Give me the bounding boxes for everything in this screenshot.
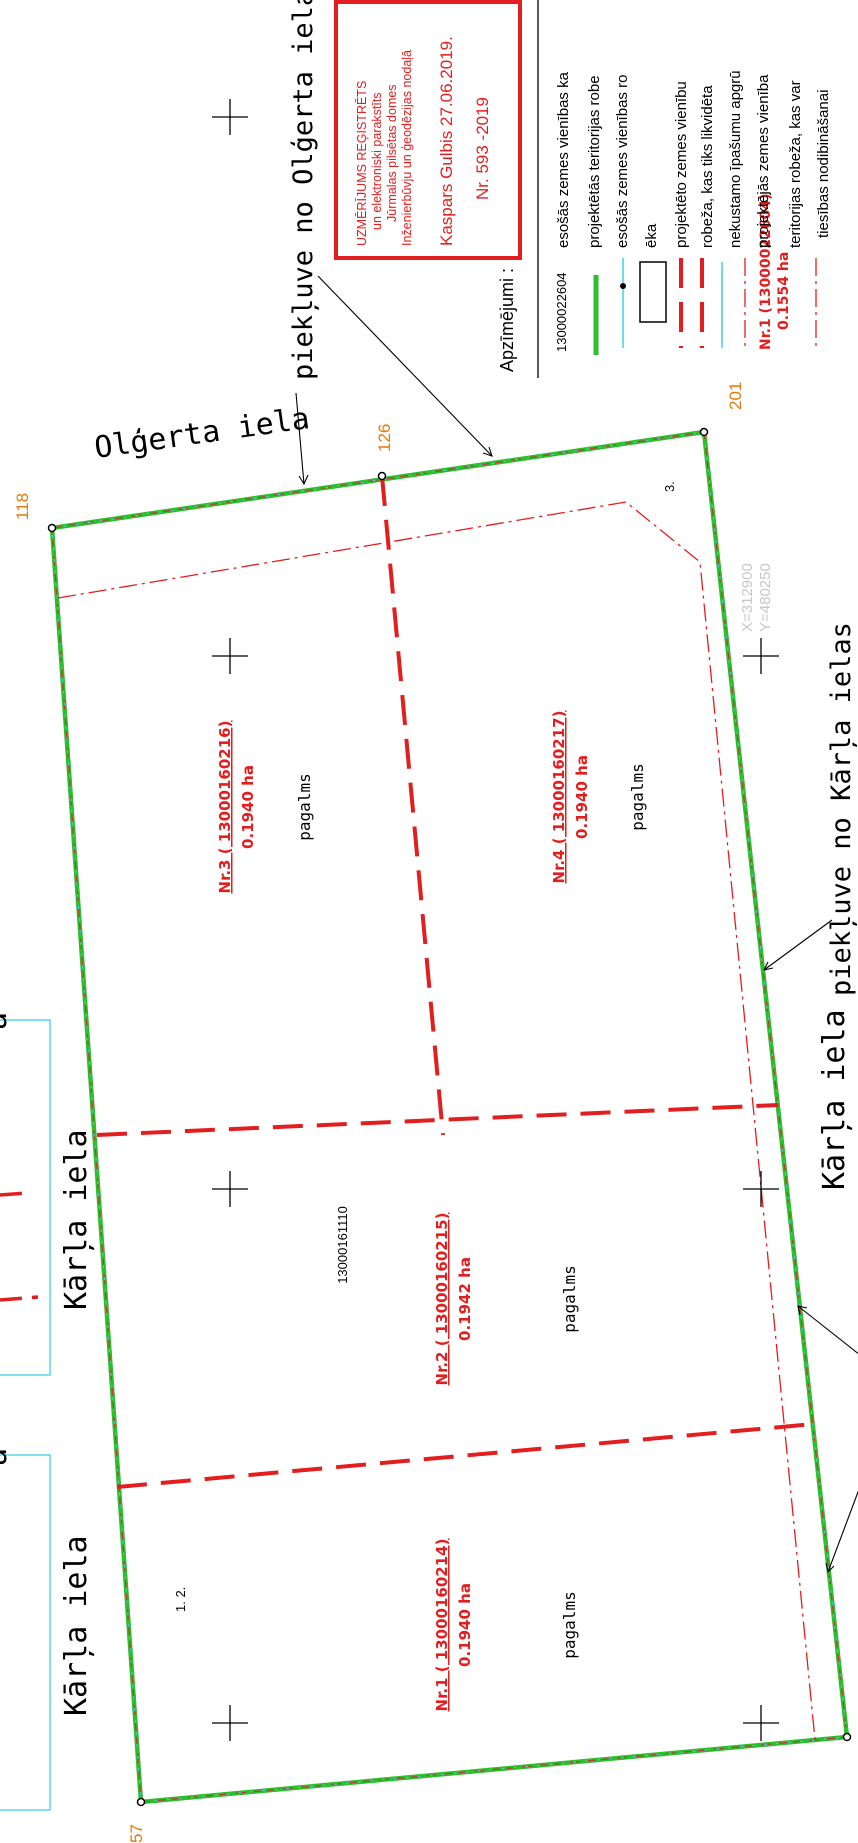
parcel-nr2: Nr.2 ( 13000160215) 0.1942 ha pagalms	[433, 1213, 579, 1386]
stamp-line-1: UZMĒRĪJUMS REĢISTRĒTS	[355, 81, 369, 246]
legend-item-8: projektējās zemes vienība	[755, 74, 772, 248]
point-number-201: 201	[726, 382, 745, 410]
legend-swatch-vertex	[620, 283, 626, 289]
neighbour-parcel-upper	[0, 1019, 51, 1376]
parcel-nr1-use: pagalms	[560, 1591, 579, 1658]
neighbour-red-dash-2	[0, 1295, 39, 1302]
parcel-nr2-title: Nr.2 ( 13000160215)	[433, 1213, 451, 1386]
neighbour-red-dash-1	[0, 1191, 29, 1197]
parcel-nr4-use: pagalms	[628, 763, 647, 830]
parcel-nr3-area: 0.1940 ha	[239, 765, 257, 849]
building-markers-1-2: 1. 2.	[173, 1587, 188, 1612]
legend-item-2: projektētās teritorijas robe	[586, 75, 603, 248]
stamp-line-3: Jūrmalas pilsētas domes	[385, 84, 399, 222]
parcel-nr3-use: pagalms	[295, 773, 314, 840]
legend: Apzīmējumi : 13000022604 Nr.1 (130000226…	[497, 0, 832, 378]
access-label-olgerta: piekļuve no Olģerta ielas	[288, 0, 319, 380]
point-number-57: 57	[127, 1824, 146, 1843]
point-number-118: 118	[13, 493, 32, 520]
legend-sample-parcel-area: 0.1554 ha	[776, 252, 792, 330]
street-olgerta-iela: Olģerta iela	[92, 401, 312, 466]
parcel-nr1: Nr.1 ( 13000160214) 0.1940 ha pagalms	[433, 1539, 579, 1712]
neighbour-parcel-lower	[0, 1454, 51, 1811]
parcel-nr1-area: 0.1940 ha	[456, 1583, 474, 1667]
legend-swatch-building	[639, 261, 667, 323]
parcel-nr4-title: Nr.4 ( 13000160217)	[550, 711, 568, 884]
parcel-nr2-use: pagalms	[560, 1265, 579, 1332]
grid-coordinate-x: X=312900	[739, 563, 756, 632]
legend-item-4: ēka	[643, 223, 660, 248]
street-cut-label-lower: a	[0, 1448, 14, 1466]
street-cut-label-upper: a	[0, 1012, 14, 1030]
street-karla-iela-left-lower: Kārļa iela	[59, 1535, 95, 1716]
legend-item-7: nekustamo īpašumu apgrū	[727, 70, 744, 248]
parcel-nr1-title: Nr.1 ( 13000160214)	[433, 1539, 451, 1712]
parcel-nr4: Nr.4 ( 13000160217) 0.1940 ha pagalms	[550, 711, 647, 884]
neighbour-parcels	[0, 1019, 51, 1811]
building-marker-3: 3.	[662, 481, 677, 492]
grid-crosses	[212, 99, 779, 1741]
legend-item-6: robeža, kas tiks likvidēta	[699, 85, 716, 248]
legend-item-1: esošās zemes vienības ka	[555, 71, 572, 248]
stamp-line-5: Kaspars Gulbis 27.06.2019.	[437, 36, 456, 246]
grid-coordinate-y: Y=480250	[757, 563, 774, 632]
legend-item-3: esošās zemes vienības ro	[614, 75, 631, 248]
stamp-line-4: Inženierbūvju un ģeodēzijas nodaļā	[400, 50, 414, 246]
access-label-karla: piekļuve no Kārļa ielas	[826, 622, 857, 996]
point-number-126: 126	[375, 424, 394, 452]
parcel-nr3-title: Nr.3 ( 13000160216)	[216, 721, 234, 894]
legend-item-10: tiesības nodibināšanai	[815, 90, 832, 238]
stamp-line-6: Nr. 593 -2019	[473, 97, 492, 200]
boundary-vertices	[47, 427, 852, 1807]
legend-heading: Apzīmējumi :	[497, 268, 517, 372]
projected-boundaries	[96, 475, 815, 1489]
access-arrows	[295, 275, 858, 1574]
street-karla-iela-main: Kārļa iela	[817, 1009, 853, 1190]
registration-stamp: UZMĒRĪJUMS REĢISTRĒTS un elektroniski pa…	[334, 0, 522, 260]
cadastral-number-label: 13000161110	[335, 1206, 350, 1284]
parcel-nr3: Nr.3 ( 13000160216) 0.1940 ha pagalms	[216, 721, 314, 894]
legend-item-9: teritorijas robeža, kas var	[787, 80, 804, 248]
encumbrance-line	[57, 501, 816, 1741]
legend-sample-parcel-title: Nr.1 (13000022604)	[758, 193, 774, 350]
legend-item-5: projektēto zemes vienību	[673, 81, 690, 248]
parcel-nr4-area: 0.1940 ha	[573, 755, 591, 839]
parcel-nr2-area: 0.1942 ha	[456, 1257, 474, 1341]
legend-sample-number: 13000022604	[554, 272, 569, 352]
stamp-line-2: un elektroniski parakstīts	[370, 92, 384, 230]
street-karla-iela-left-upper: Kārļa iela	[59, 1129, 95, 1310]
